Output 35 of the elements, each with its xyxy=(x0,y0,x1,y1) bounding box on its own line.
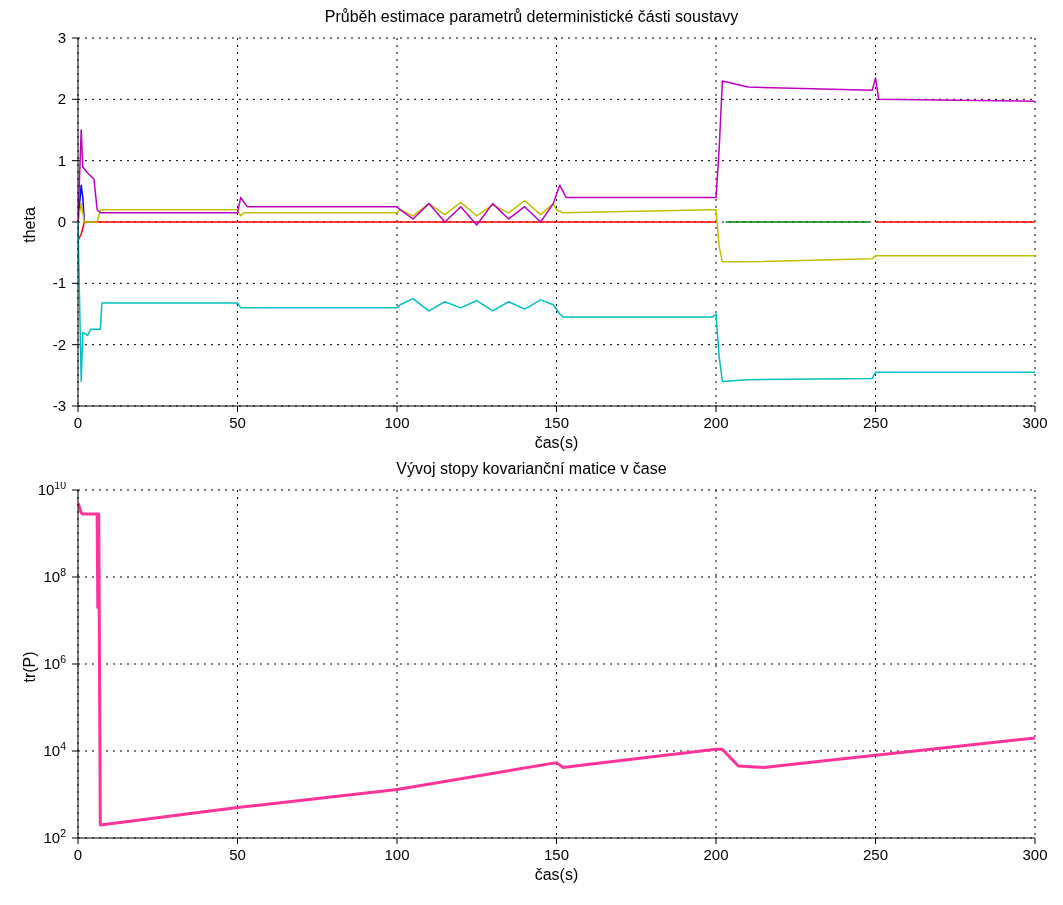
x-tick-label: 50 xyxy=(229,414,246,431)
line-series xyxy=(78,501,1035,827)
y-tick-label: 10$^{8}$ xyxy=(43,566,67,585)
y-tick-label: 2 xyxy=(57,90,66,108)
y-axis-title: tr(P) xyxy=(21,651,39,683)
y-tick-label: -3 xyxy=(52,397,66,414)
x-tick-label: 50 xyxy=(229,846,246,863)
chart-title: Vývoj stopy kovarianční matice v čase xyxy=(396,460,667,477)
y-tick-label: 10$^{2}$ xyxy=(43,827,67,846)
x-tick-label: 250 xyxy=(862,846,889,863)
x-tick-label: 150 xyxy=(543,414,570,431)
x-tick-label: 200 xyxy=(703,846,729,863)
y-tick-label: 10$^{10}$ xyxy=(37,479,67,498)
x-tick-label: 250 xyxy=(862,414,889,431)
y-tick-label: -2 xyxy=(52,335,66,353)
x-tick-label: 0 xyxy=(73,414,83,431)
line-series xyxy=(78,199,1035,263)
y-tick-label: 3 xyxy=(57,29,66,46)
x-tick-label: 300 xyxy=(1022,414,1048,431)
y-tick-label: 1 xyxy=(57,151,66,169)
y-tick-label: 10$^{4}$ xyxy=(43,740,67,759)
y-tick-label: -1 xyxy=(52,274,66,292)
y-tick-label: 10$^{6}$ xyxy=(43,653,67,672)
x-tick-label: 0 xyxy=(73,846,83,863)
y-tick-label: 0 xyxy=(57,213,66,230)
line-series xyxy=(78,77,1035,226)
x-axis-title: čas(s) xyxy=(534,434,579,451)
y-axis-title: theta xyxy=(21,207,39,243)
x-axis-title: čas(s) xyxy=(534,866,579,883)
x-tick-label: 200 xyxy=(703,414,729,431)
chart-title: Průběh estimace parametrů deterministické části soustavy xyxy=(323,8,740,27)
x-tick-label: 100 xyxy=(384,846,410,863)
x-tick-label: 100 xyxy=(384,414,410,431)
x-tick-label: 150 xyxy=(543,846,570,863)
x-tick-label: 300 xyxy=(1022,846,1048,863)
